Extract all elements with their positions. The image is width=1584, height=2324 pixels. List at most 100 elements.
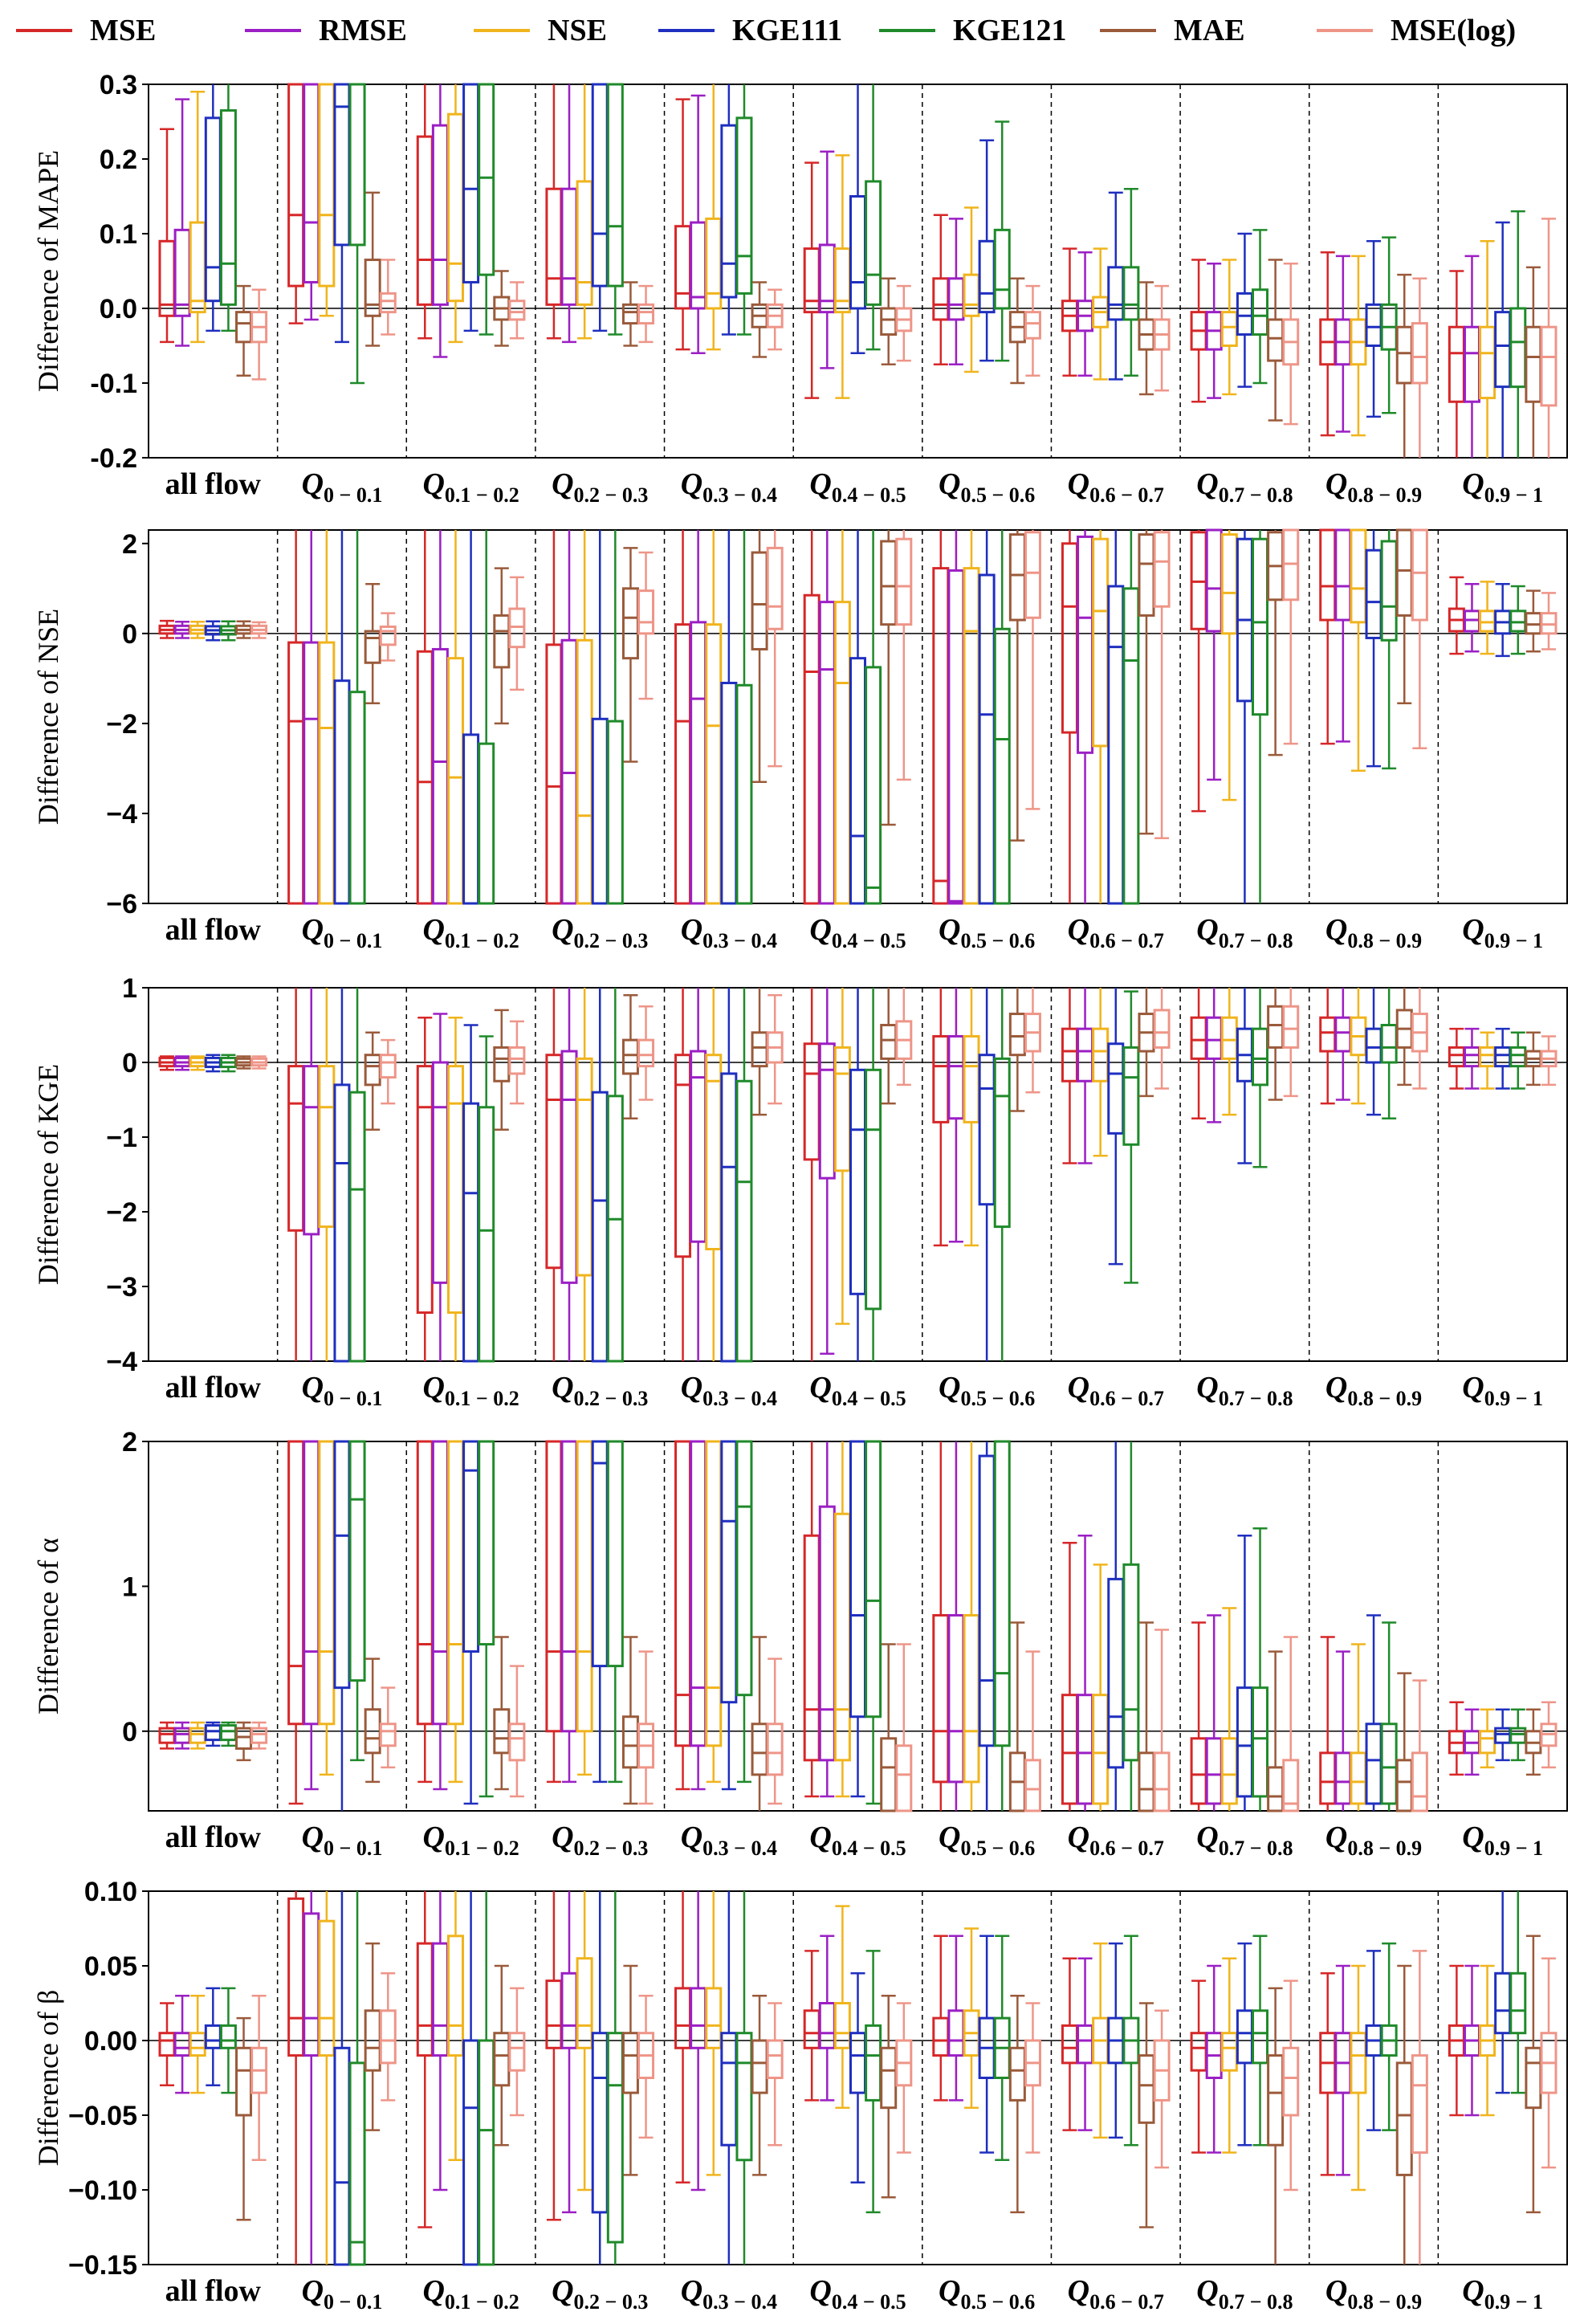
box-mse: [1448, 576, 1465, 655]
box-kge121: [606, 83, 624, 336]
box-rmse: [1334, 255, 1352, 433]
box-kge121: [606, 530, 624, 905]
box-kge111: [978, 530, 996, 905]
box-iqr: [560, 187, 578, 306]
box-kge111: [1107, 1942, 1125, 2139]
box-mse-log-: [1282, 528, 1300, 745]
box-kge111: [1365, 240, 1382, 418]
box-mse-log-: [1540, 1957, 1558, 2169]
y-axis-label: Difference of KGE: [32, 1064, 64, 1285]
box-iqr: [478, 2039, 495, 2266]
box-iqr: [576, 638, 593, 905]
box-mae: [235, 284, 253, 377]
box-kge111: [849, 1440, 866, 1798]
box-mse-log-: [637, 1994, 655, 2139]
box-iqr: [947, 569, 965, 905]
legend: MSE RMSE NSE KGE111 KGE121 MAE MSE(log): [16, 14, 1516, 47]
box-iqr: [1380, 540, 1398, 642]
box-iqr: [576, 1440, 593, 1733]
box-mse-log-: [1282, 262, 1300, 426]
box-iqr: [158, 2032, 176, 2057]
x-category-label: Q0.4 − 0.5: [809, 913, 906, 952]
y-tick-label: 0.10: [84, 1877, 137, 1907]
box-rmse: [1463, 255, 1480, 458]
box-iqr: [947, 277, 965, 321]
x-category-label: Q0.5 − 0.6: [939, 913, 1035, 952]
box-kge111: [1494, 221, 1512, 458]
box-iqr: [1220, 1737, 1238, 1805]
box-mse: [1448, 270, 1465, 458]
box-mae: [1267, 259, 1285, 422]
box-iqr: [431, 1061, 449, 1284]
box-iqr: [720, 124, 738, 299]
box-rmse: [690, 530, 707, 905]
box-iqr: [606, 2032, 624, 2244]
box-nse: [576, 988, 593, 1361]
x-category-label: Q0.1 − 0.2: [422, 913, 519, 952]
box-iqr: [1350, 528, 1367, 624]
box-iqr: [1024, 311, 1041, 340]
box-mse: [416, 530, 434, 905]
legend-label: KGE111: [732, 14, 842, 47]
x-category-label: Q0.9 − 1: [1462, 467, 1543, 507]
box-rmse: [560, 84, 578, 344]
box-rmse: [173, 1055, 191, 1071]
box-iqr: [833, 601, 851, 905]
box-iqr: [1107, 1042, 1125, 1135]
box-rmse: [947, 530, 965, 905]
y-tick-label: −2: [106, 709, 137, 740]
x-category-label: Q0.8 − 0.9: [1325, 467, 1422, 507]
box-iqr: [1008, 533, 1026, 622]
x-category-label: Q0.9 − 1: [1462, 2274, 1543, 2314]
box-kge121: [219, 620, 237, 642]
box-iqr: [735, 1079, 753, 1363]
y-tick-label: −0.10: [68, 2175, 137, 2206]
box-nse: [833, 1905, 851, 2109]
x-category-label: Q0.9 − 1: [1462, 1820, 1543, 1860]
box-nse: [1350, 988, 1367, 1105]
box-kge121: [219, 1987, 237, 2094]
box-nse: [576, 530, 593, 905]
box-iqr: [1395, 528, 1413, 617]
box-mae: [1395, 528, 1413, 704]
box-nse: [189, 1721, 206, 1750]
box-nse: [1479, 1964, 1496, 2117]
box-iqr: [818, 1505, 836, 1762]
box-iqr: [993, 1440, 1011, 1747]
box-iqr: [204, 2024, 222, 2049]
box-iqr: [333, 2046, 351, 2266]
box-kge121: [993, 1935, 1011, 2162]
box-iqr: [621, 2032, 639, 2094]
box-iqr: [478, 1440, 495, 1646]
y-tick-label: 0.00: [84, 2026, 137, 2057]
x-category-label: Q0.4 − 0.5: [809, 2274, 906, 2314]
box-kge111: [462, 1440, 480, 1805]
box-mae: [1008, 1994, 1026, 2214]
box-mse: [1061, 1542, 1078, 1811]
box-iqr: [287, 1065, 305, 1232]
box-kge111: [1236, 1535, 1253, 1811]
box-iqr: [1252, 288, 1269, 336]
box-nse: [1092, 1564, 1110, 1811]
box-kge111: [1365, 1614, 1382, 1811]
x-category-label: Q0.8 − 0.9: [1325, 1371, 1422, 1410]
box-iqr: [1334, 1751, 1352, 1805]
box-iqr: [690, 621, 707, 905]
box-mae: [235, 620, 253, 639]
box-iqr: [219, 2024, 237, 2049]
box-mse-log-: [1153, 530, 1171, 840]
box-iqr: [865, 2024, 882, 2102]
box-kge121: [1122, 187, 1140, 377]
box-iqr: [1220, 1016, 1238, 1060]
box-iqr: [591, 83, 609, 287]
box-iqr: [545, 643, 563, 905]
box-iqr: [219, 109, 237, 306]
box-iqr: [333, 83, 351, 247]
panel-4: 2 1 0 Difference of α all flow Q0 − 0.1 Q0.1 −…: [32, 1427, 1568, 1860]
box-kge121: [735, 84, 753, 336]
box-iqr: [932, 567, 950, 905]
y-tick-label: -0.2: [90, 443, 137, 474]
y-tick-label: 0.1: [100, 219, 137, 250]
box-iqr: [189, 1727, 206, 1744]
box-mse-log-: [508, 576, 526, 691]
